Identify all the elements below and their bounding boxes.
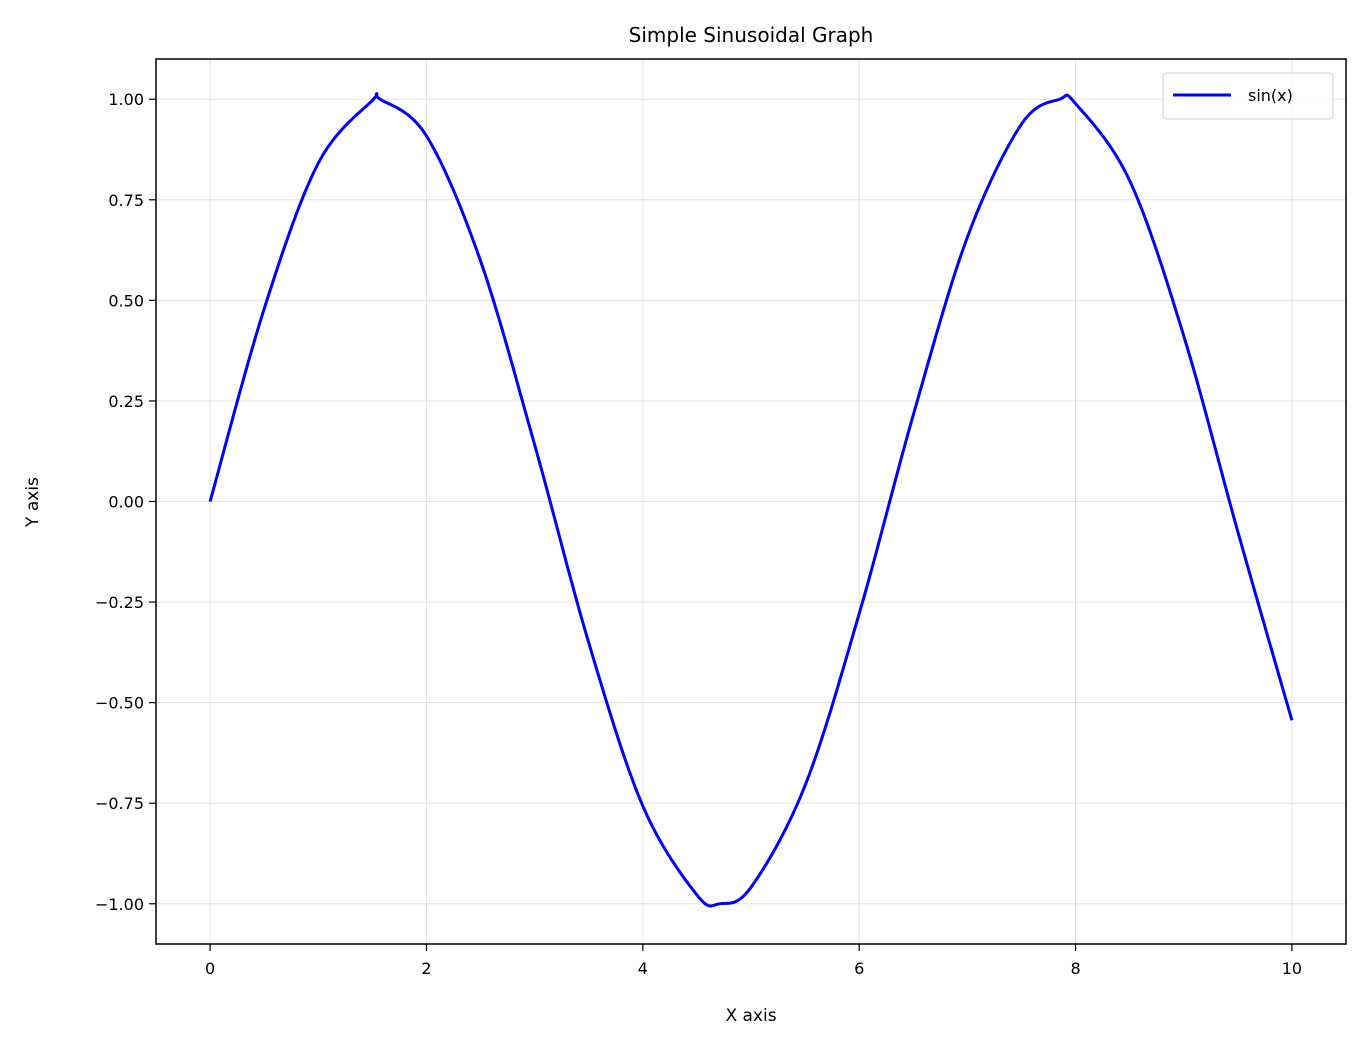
y-tick-label: 0.75 bbox=[108, 191, 144, 210]
legend-box bbox=[1162, 72, 1334, 120]
x-tick-label: 8 bbox=[1070, 959, 1080, 978]
x-tick-label: 2 bbox=[421, 959, 431, 978]
y-tick-label: −0.25 bbox=[95, 593, 144, 612]
y-tick-label: −1.00 bbox=[95, 895, 144, 914]
y-tick-label: −0.50 bbox=[95, 694, 144, 713]
grid-lines bbox=[156, 59, 1346, 944]
y-tick-label: 0.25 bbox=[108, 392, 144, 411]
legend-label: sin(x) bbox=[1248, 86, 1293, 105]
x-ticks: 0 2 4 6 8 10 bbox=[205, 944, 1302, 978]
legend: sin(x) bbox=[1162, 72, 1334, 120]
y-tick-label: 0.50 bbox=[108, 291, 144, 310]
y-tick-label: 1.00 bbox=[108, 90, 144, 109]
series-line-sin bbox=[208, 92, 1294, 908]
y-ticks: 1.00 0.75 0.50 0.25 0.00 −0.25 −0.50 −0.75 −1.00 bbox=[95, 90, 156, 914]
chart-title: Simple Sinusoidal Graph bbox=[629, 23, 874, 47]
x-tick-label: 4 bbox=[638, 959, 648, 978]
x-tick-label: 10 bbox=[1282, 959, 1302, 978]
y-tick-label: −0.75 bbox=[95, 794, 144, 813]
x-tick-label: 0 bbox=[205, 959, 215, 978]
series-layer bbox=[208, 92, 1294, 908]
y-tick-label: 0.00 bbox=[108, 493, 144, 512]
y-axis-label: Y axis bbox=[23, 477, 43, 528]
x-tick-label: 6 bbox=[854, 959, 864, 978]
x-axis-label: X axis bbox=[725, 1006, 776, 1026]
